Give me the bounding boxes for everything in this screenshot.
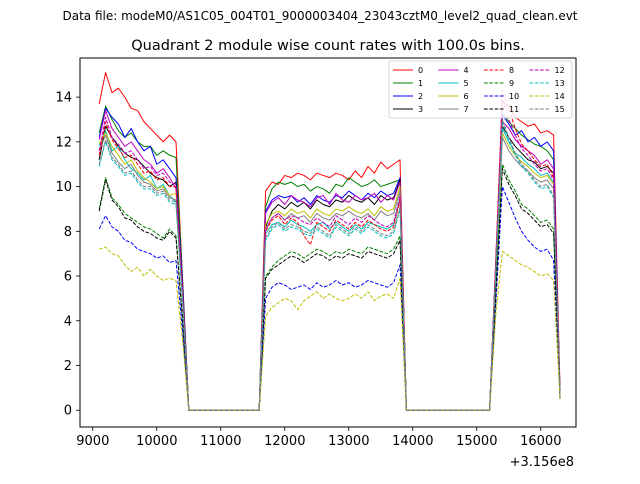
- legend-label-13: 13: [555, 79, 565, 88]
- x-tick-label: 10000: [136, 434, 177, 449]
- y-tick-label: 8: [64, 225, 72, 240]
- series-line-0: [98, 72, 561, 411]
- legend-label-7: 7: [464, 105, 469, 114]
- x-tick-label: 13000: [328, 434, 369, 449]
- y-tick-label: 0: [64, 404, 72, 419]
- y-tick-label: 4: [64, 314, 72, 329]
- x-axis-offset-label: +3.156e8: [510, 455, 574, 470]
- series-line-15: [98, 119, 561, 411]
- x-tick-label: 11000: [200, 434, 241, 449]
- series-line-8: [98, 89, 561, 411]
- legend-label-11: 11: [509, 105, 519, 114]
- legend-label-0: 0: [418, 66, 423, 75]
- series-line-12: [98, 98, 561, 411]
- legend-label-3: 3: [418, 105, 423, 114]
- y-tick-label: 12: [55, 135, 72, 150]
- legend-label-8: 8: [509, 66, 514, 75]
- x-tick-label: 14000: [392, 434, 433, 449]
- x-axis: 9000 10000 11000 12000 13000 14000 15000 16000: [76, 427, 561, 449]
- y-tick-label: 6: [64, 270, 72, 285]
- x-tick-label: 15000: [456, 434, 497, 449]
- y-tick-label: 2: [64, 359, 72, 374]
- legend-label-9: 9: [509, 79, 514, 88]
- series-line-2: [98, 107, 561, 411]
- y-tick-label: 14: [55, 91, 72, 106]
- series-line-1: [98, 105, 561, 411]
- series-layer: [98, 72, 561, 411]
- plot-frame: [79, 57, 577, 428]
- y-tick-label: 10: [55, 180, 72, 195]
- legend-label-10: 10: [509, 92, 519, 101]
- legend-label-4: 4: [464, 66, 469, 75]
- legend-label-2: 2: [418, 92, 423, 101]
- x-tick-label: 9000: [76, 434, 109, 449]
- legend-label-5: 5: [464, 79, 469, 88]
- legend-label-12: 12: [555, 66, 565, 75]
- legend-label-1: 1: [418, 79, 423, 88]
- legend-label-6: 6: [464, 92, 469, 101]
- series-line-14: [99, 246, 561, 411]
- x-tick-label: 16000: [520, 434, 561, 449]
- legend-label-14: 14: [555, 92, 565, 101]
- chart-title: Quadrant 2 module wise count rates with …: [131, 38, 525, 54]
- supertitle: Data file: modeM0/AS1C05_004T01_90000034…: [62, 9, 577, 23]
- y-axis: 0 2 4 6 8 10 12 14: [55, 91, 80, 419]
- legend-box: [388, 60, 573, 119]
- x-tick-label: 12000: [264, 434, 305, 449]
- legend-label-15: 15: [555, 105, 565, 114]
